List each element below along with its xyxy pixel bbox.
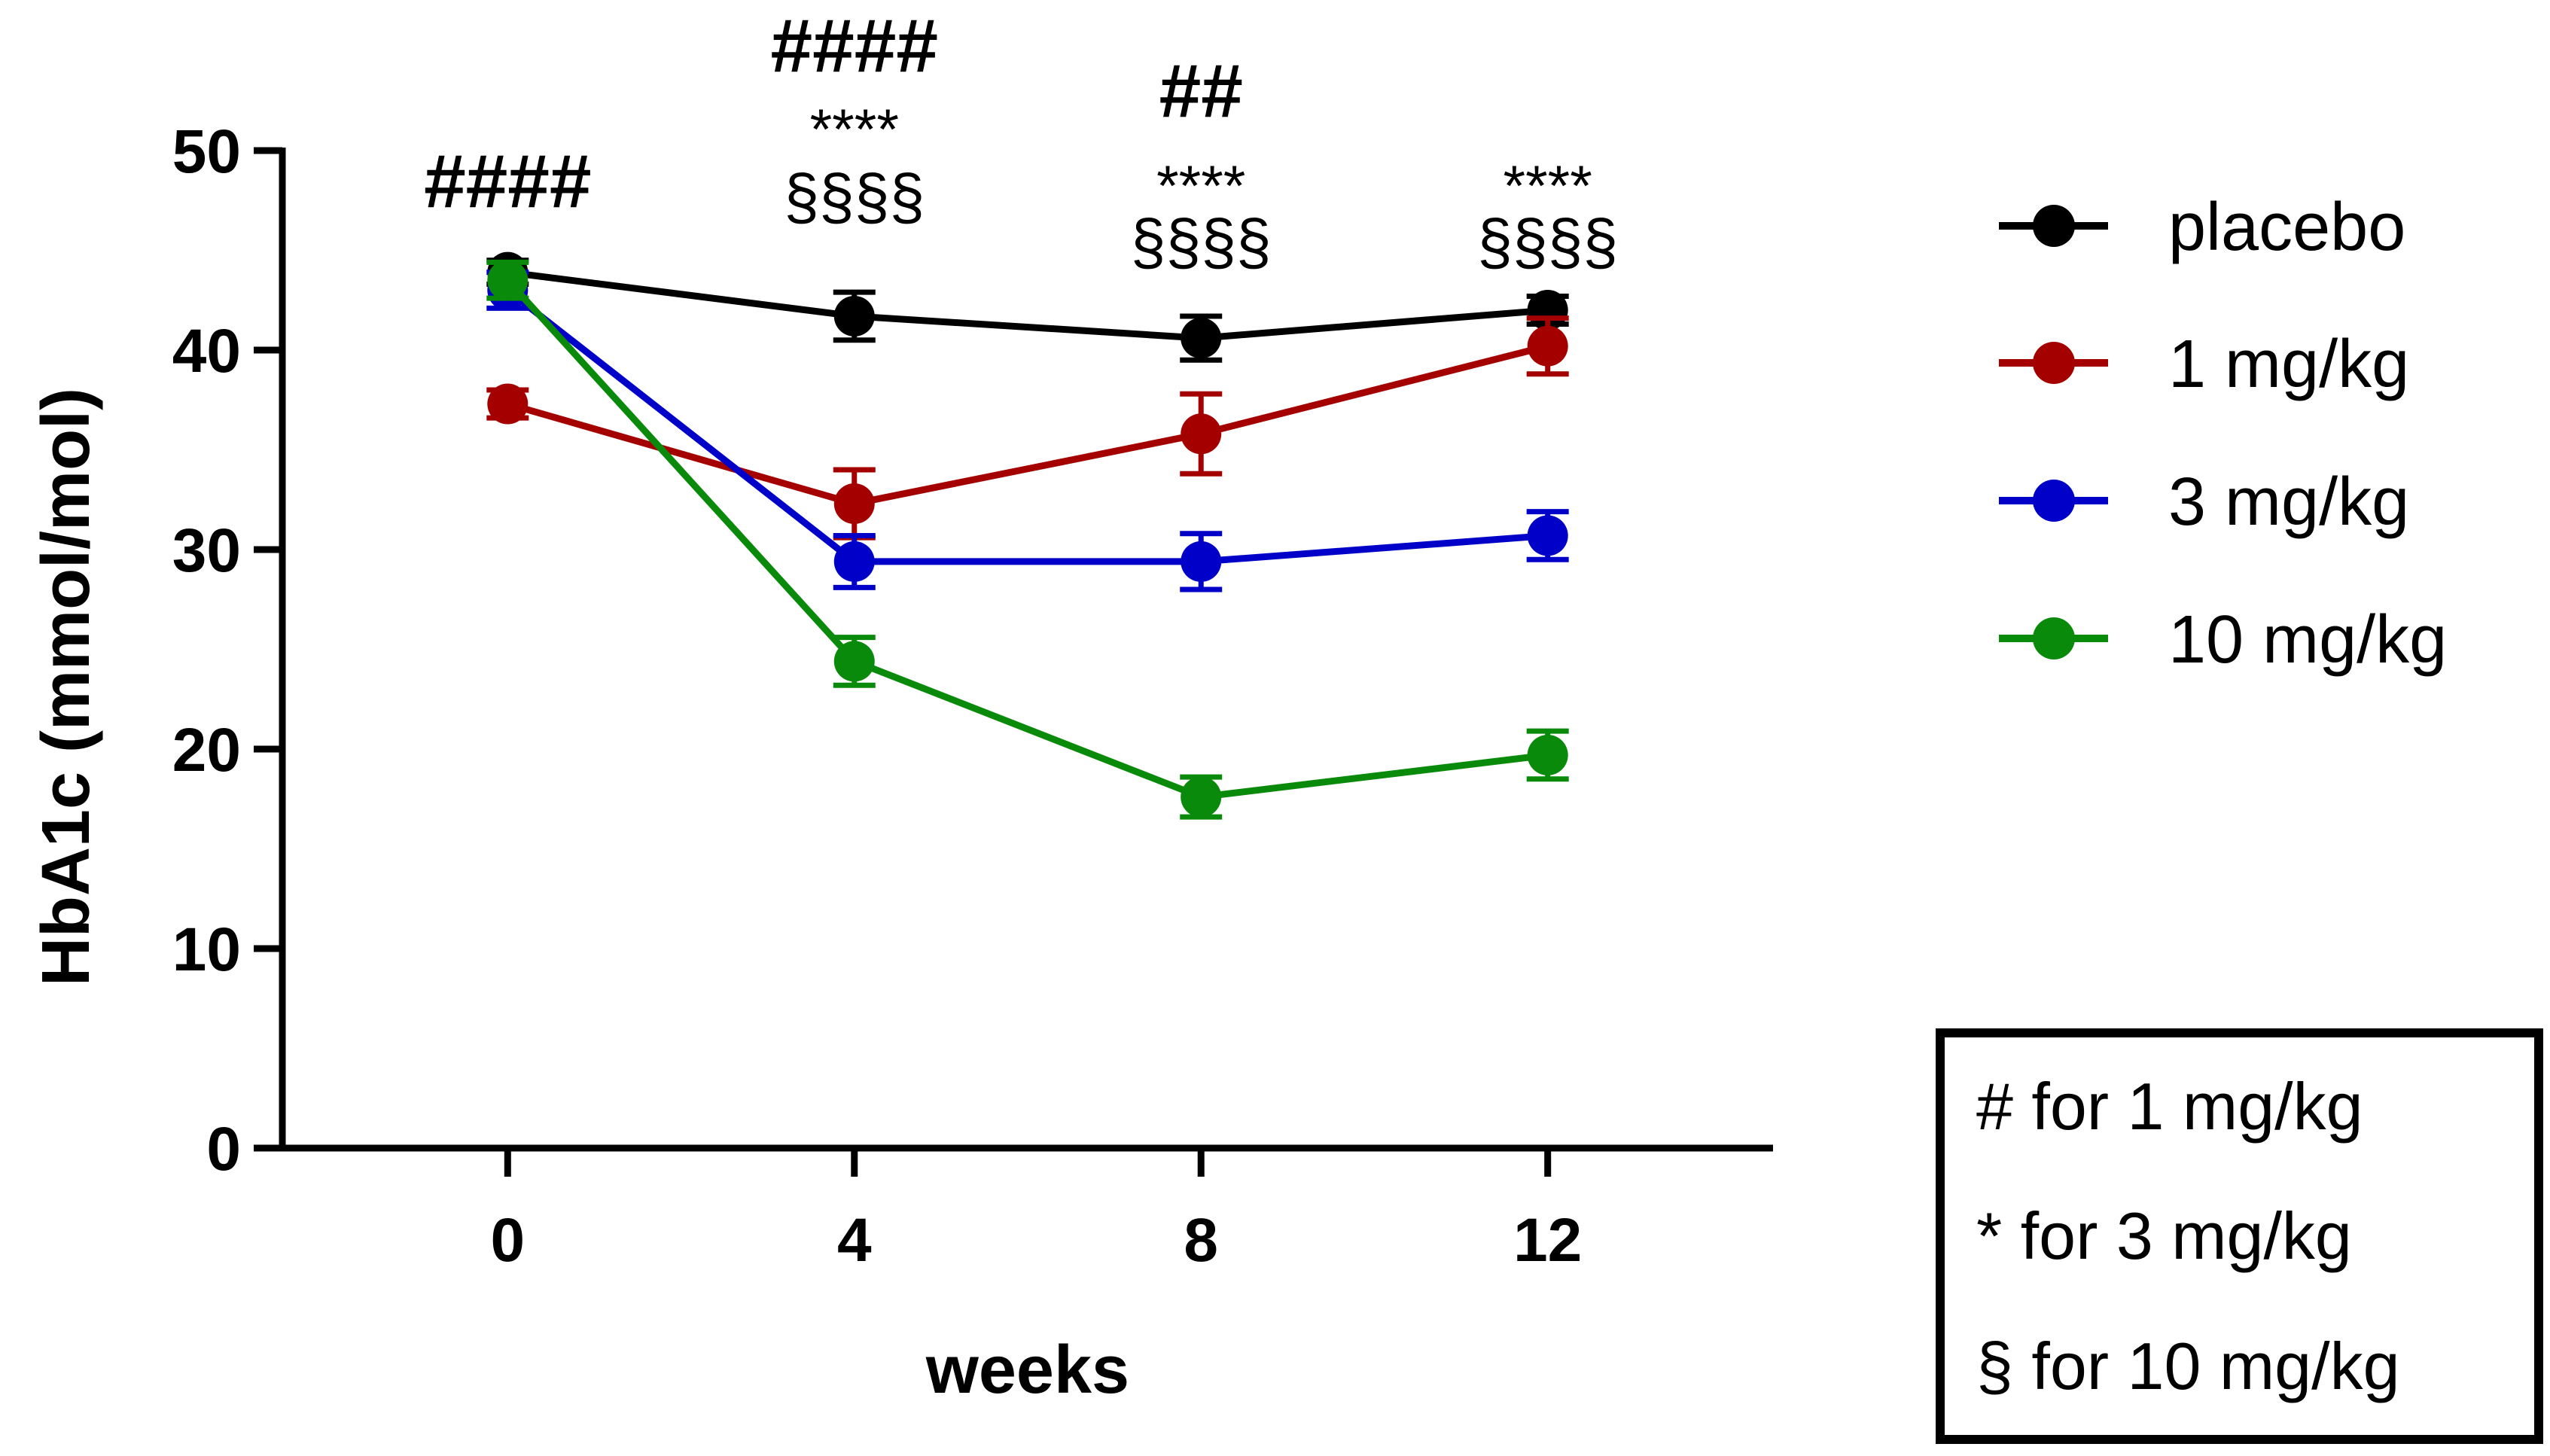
annotation-text: #### bbox=[771, 4, 938, 88]
key-line: § for 10 mg/kg bbox=[1976, 1329, 2400, 1403]
series-line bbox=[504, 278, 1549, 801]
legend-label: 3 mg/kg bbox=[2168, 465, 2409, 540]
annotation-text: **** bbox=[1503, 154, 1592, 218]
data-point bbox=[1181, 318, 1222, 359]
y-tick-label: 10 bbox=[172, 915, 241, 984]
legend-label: 10 mg/kg bbox=[2168, 602, 2447, 678]
legend-item: 1 mg/kg bbox=[1999, 327, 2409, 402]
series-10-mg-kg bbox=[486, 259, 1569, 820]
legend-marker bbox=[2033, 617, 2075, 659]
y-axis-title: HbA1c (mmol/mol) bbox=[29, 388, 104, 986]
annotation-text: §§§§ bbox=[784, 161, 925, 232]
data-point bbox=[833, 541, 875, 582]
legend-marker bbox=[2033, 205, 2075, 247]
significance-key: # for 1 mg/kg * for 3 mg/kg § for 10 mg/kg bbox=[1936, 1028, 2543, 1444]
key-line: * for 3 mg/kg bbox=[1976, 1199, 2352, 1273]
data-point bbox=[1527, 734, 1568, 775]
annotation-text: ## bbox=[1159, 49, 1243, 133]
key-box bbox=[1936, 1028, 2543, 1444]
data-point bbox=[487, 383, 529, 425]
data-point bbox=[1527, 515, 1568, 556]
annotation-text: §§§§ bbox=[1477, 206, 1618, 277]
legend-item: placebo bbox=[1999, 190, 2405, 265]
legend-item: 3 mg/kg bbox=[1999, 465, 2409, 540]
y-tick-label: 50 bbox=[172, 117, 241, 186]
key-line: # for 1 mg/kg bbox=[1976, 1069, 2363, 1144]
data-point bbox=[1181, 776, 1222, 818]
y-tick-label: 40 bbox=[172, 317, 241, 385]
legend-label: placebo bbox=[2168, 190, 2405, 265]
series-1-mg-kg bbox=[486, 315, 1569, 541]
series-placebo bbox=[486, 251, 1569, 363]
x-tick-label: 4 bbox=[837, 1206, 872, 1275]
y-tick-label: 0 bbox=[206, 1115, 241, 1183]
legend-label: 1 mg/kg bbox=[2168, 327, 2409, 402]
data-point bbox=[833, 641, 875, 682]
series-line bbox=[505, 287, 1549, 565]
significance-annotations: ########****§§§§##****§§§§****§§§§ bbox=[424, 4, 1618, 277]
x-tick-label: 0 bbox=[490, 1206, 525, 1275]
x-tick-label: 8 bbox=[1184, 1206, 1218, 1275]
annotation-text: §§§§ bbox=[1131, 206, 1272, 277]
series-line bbox=[507, 269, 1549, 342]
data-point bbox=[1527, 325, 1568, 367]
data-point bbox=[487, 260, 529, 301]
legend-item: 10 mg/kg bbox=[1999, 602, 2447, 678]
legend-marker bbox=[2033, 480, 2075, 522]
data-point bbox=[1181, 541, 1222, 582]
x-axis-title: weeks bbox=[925, 1333, 1129, 1408]
data-point bbox=[833, 295, 875, 337]
x-tick-label: 12 bbox=[1513, 1206, 1582, 1275]
legend-marker bbox=[2033, 342, 2075, 384]
series-line bbox=[507, 343, 1549, 507]
annotation-text: #### bbox=[424, 139, 591, 224]
data-point bbox=[1181, 413, 1222, 455]
y-tick-label: 30 bbox=[172, 516, 241, 585]
annotation-text: **** bbox=[1156, 154, 1245, 218]
series-3-mg-kg bbox=[486, 270, 1569, 592]
data-point bbox=[833, 483, 875, 525]
axes: 0 10 20 30 40 50 0 4 8 12 weeks HbA1c (mmol/mol) bbox=[29, 117, 1773, 1408]
series-layer bbox=[486, 251, 1569, 820]
legend: placebo 1 mg/kg 3 mg/kg 10 mg/kg bbox=[1999, 190, 2447, 678]
annotation-text: **** bbox=[810, 98, 899, 162]
y-tick-label: 20 bbox=[172, 716, 241, 784]
